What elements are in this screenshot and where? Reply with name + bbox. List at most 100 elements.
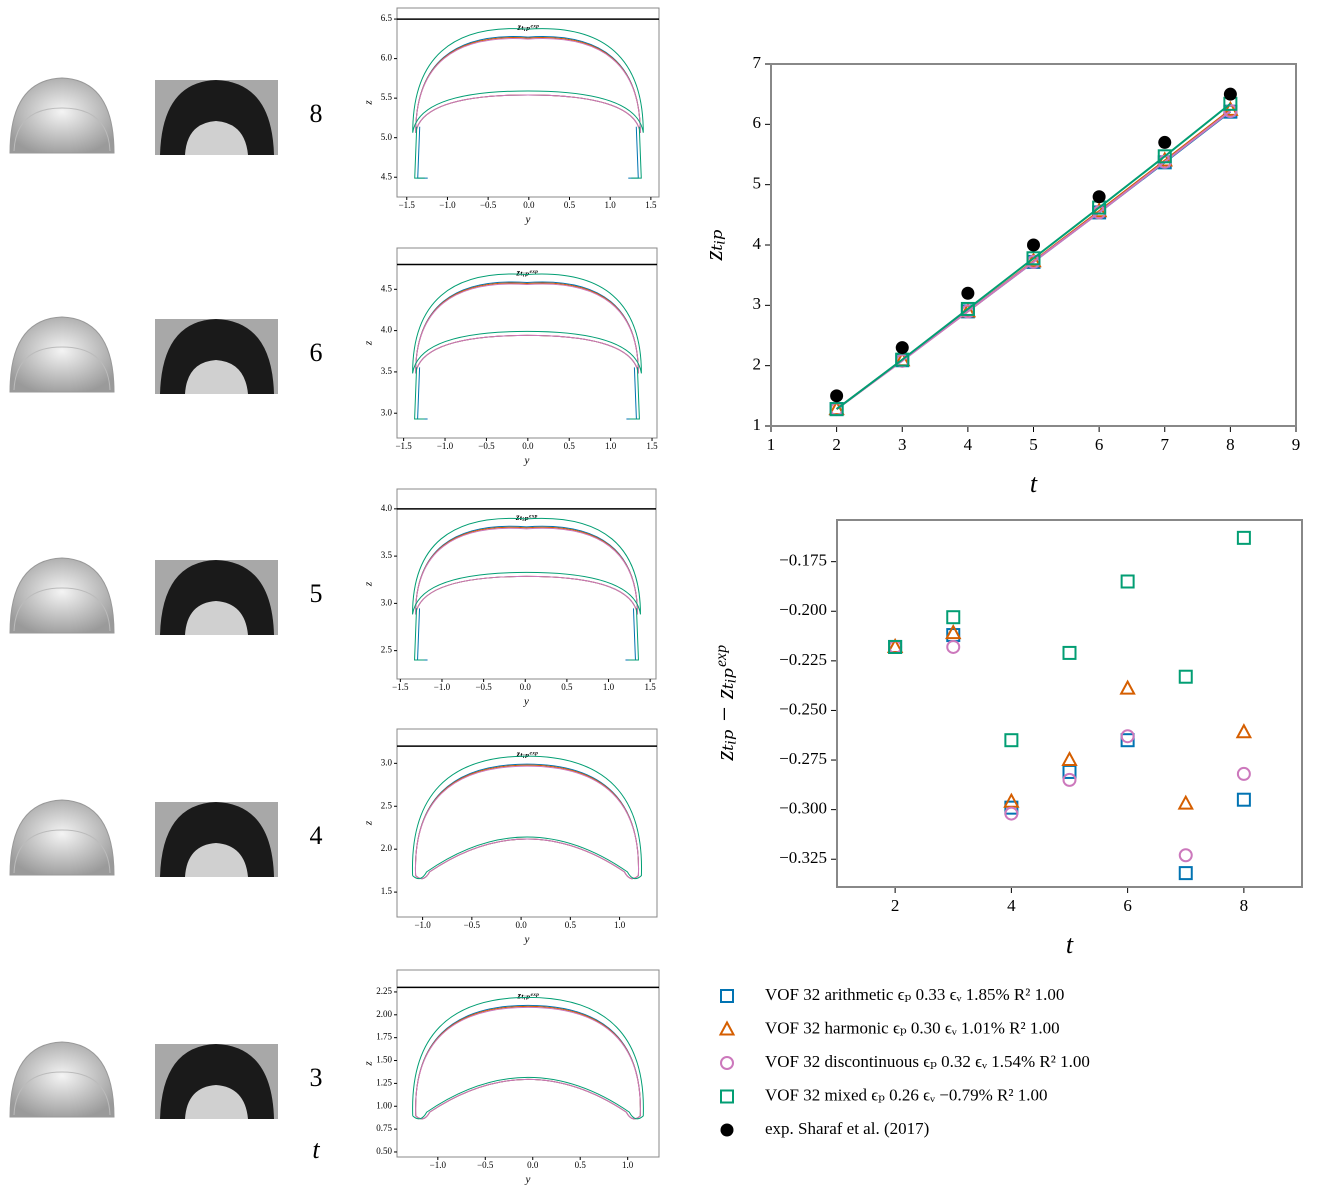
series-line <box>836 103 1232 410</box>
x-tick-label: −1.5 <box>392 682 409 692</box>
x-tick-label: 0.5 <box>565 920 577 930</box>
interface-contour <box>415 764 639 880</box>
y-tick-label: 2.5 <box>381 800 393 810</box>
marker <box>1157 149 1172 164</box>
y-tick-label: 4.5 <box>381 171 393 181</box>
x-axis-label: y <box>524 934 530 946</box>
rendered-inner <box>13 1071 111 1116</box>
marker <box>830 389 844 403</box>
x-tick-label: −1.0 <box>414 920 431 930</box>
legend-label: VOF 32 mixed ϵₚ 0.26 ϵᵥ −0.79% R² 1.00 <box>765 1085 1048 1104</box>
y-tick-label: 5.5 <box>381 92 393 102</box>
marker <box>1062 772 1077 787</box>
time-label: 5 <box>310 579 323 608</box>
y-axis-label: z <box>363 820 375 826</box>
rendered-droplet <box>9 1041 115 1118</box>
photo-droplet <box>160 1044 274 1119</box>
marker <box>1027 238 1040 252</box>
interface-contour <box>415 281 639 420</box>
x-tick-label: −0.5 <box>478 441 495 451</box>
x-tick-label: −0.5 <box>464 920 481 930</box>
legend-label: VOF 32 harmonic ϵₚ 0.30 ϵᵥ 1.01% R² 1.00 <box>765 1018 1060 1037</box>
interface-contour <box>415 1006 641 1120</box>
x-axis-label: t <box>1066 930 1074 959</box>
y-tick-label: 5 <box>753 174 762 193</box>
y-tick-label: 5.0 <box>381 132 393 142</box>
chart-frame <box>770 63 1297 427</box>
marker <box>1158 135 1172 149</box>
x-tick-label: 1.0 <box>622 1160 634 1170</box>
marker <box>888 639 903 654</box>
photo-inner <box>185 1085 248 1119</box>
y-axis-label: zₜᵢₚ <box>699 229 728 261</box>
y-tick-label: −0.275 <box>779 749 827 768</box>
y-axis-label: z <box>363 1061 375 1067</box>
y-tick-label: 4.5 <box>381 283 393 293</box>
x-tick-label: 4 <box>1007 896 1016 915</box>
y-tick-label: 3 <box>753 294 762 313</box>
photo-droplet <box>160 80 274 155</box>
marker <box>946 639 961 654</box>
marker <box>895 341 909 355</box>
y-tick-label: 3.0 <box>381 597 393 607</box>
marker <box>886 637 904 653</box>
marker <box>1236 530 1251 545</box>
x-tick-label: 6 <box>1095 435 1104 454</box>
y-tick-label: 1.75 <box>376 1032 392 1042</box>
y-tick-label: −0.225 <box>779 650 827 669</box>
y-tick-label: 1.5 <box>381 886 393 896</box>
x-tick-label: 1.5 <box>645 682 657 692</box>
y-tick-label: 7 <box>753 53 762 72</box>
x-tick-label: 4 <box>964 435 973 454</box>
marker <box>1119 679 1136 695</box>
marker <box>1177 794 1194 810</box>
marker <box>1004 733 1019 748</box>
photo-inner <box>185 121 248 155</box>
x-axis-label: y <box>525 1174 531 1186</box>
exp-label: zₜᵢₚᵉˣᵖ <box>515 268 537 278</box>
x-tick-label: −1.0 <box>437 441 454 451</box>
x-tick-label: 2 <box>891 896 900 915</box>
legend-label: exp. Sharaf et al. (2017) <box>765 1119 929 1138</box>
photo-droplet <box>160 319 274 394</box>
x-tick-label: 0.5 <box>575 1160 587 1170</box>
y-tick-label: 6.0 <box>381 53 393 63</box>
interface-contour <box>415 283 639 374</box>
exp-label: zₜᵢₚᵉˣᵖ <box>515 512 537 522</box>
marker <box>1120 574 1135 589</box>
legend-marker <box>720 1089 734 1104</box>
rendered-droplet <box>9 77 115 154</box>
y-tick-label: 2.25 <box>376 986 392 996</box>
photo-inner <box>185 843 248 877</box>
y-tick-label: 3.5 <box>381 366 393 376</box>
legend-marker <box>720 1056 734 1070</box>
x-tick-label: 1.0 <box>603 682 615 692</box>
marker <box>1178 866 1193 881</box>
exp-label: zₜᵢₚᵉˣᵖ <box>515 749 537 759</box>
y-tick-label: 4.0 <box>381 503 393 513</box>
panel-frame <box>396 969 660 1158</box>
y-tick-label: 1.00 <box>376 1100 392 1110</box>
x-tick-label: −1.0 <box>439 200 456 210</box>
time-label: 3 <box>310 1063 323 1092</box>
x-tick-label: 8 <box>1240 896 1249 915</box>
legend-marker <box>720 1123 734 1137</box>
marker <box>1236 766 1251 781</box>
x-tick-label: 1.5 <box>645 200 657 210</box>
y-tick-label: 6.5 <box>381 13 393 23</box>
marker <box>1236 792 1251 807</box>
marker <box>1062 645 1077 660</box>
marker <box>1178 848 1193 863</box>
x-tick-label: −1.5 <box>399 200 416 210</box>
y-axis-label: z <box>363 581 375 587</box>
y-tick-label: −0.325 <box>779 848 827 867</box>
rendered-droplet <box>9 799 115 876</box>
interface-contour <box>415 38 641 133</box>
x-tick-label: 0.0 <box>522 441 534 451</box>
marker <box>1026 251 1041 266</box>
x-tick-label: −0.5 <box>475 682 492 692</box>
marker <box>829 402 844 417</box>
x-tick-label: 5 <box>1029 435 1038 454</box>
interface-contour <box>415 765 639 880</box>
legend-label: VOF 32 discontinuous ϵₚ 0.32 ϵᵥ 1.54% R²… <box>765 1052 1090 1071</box>
